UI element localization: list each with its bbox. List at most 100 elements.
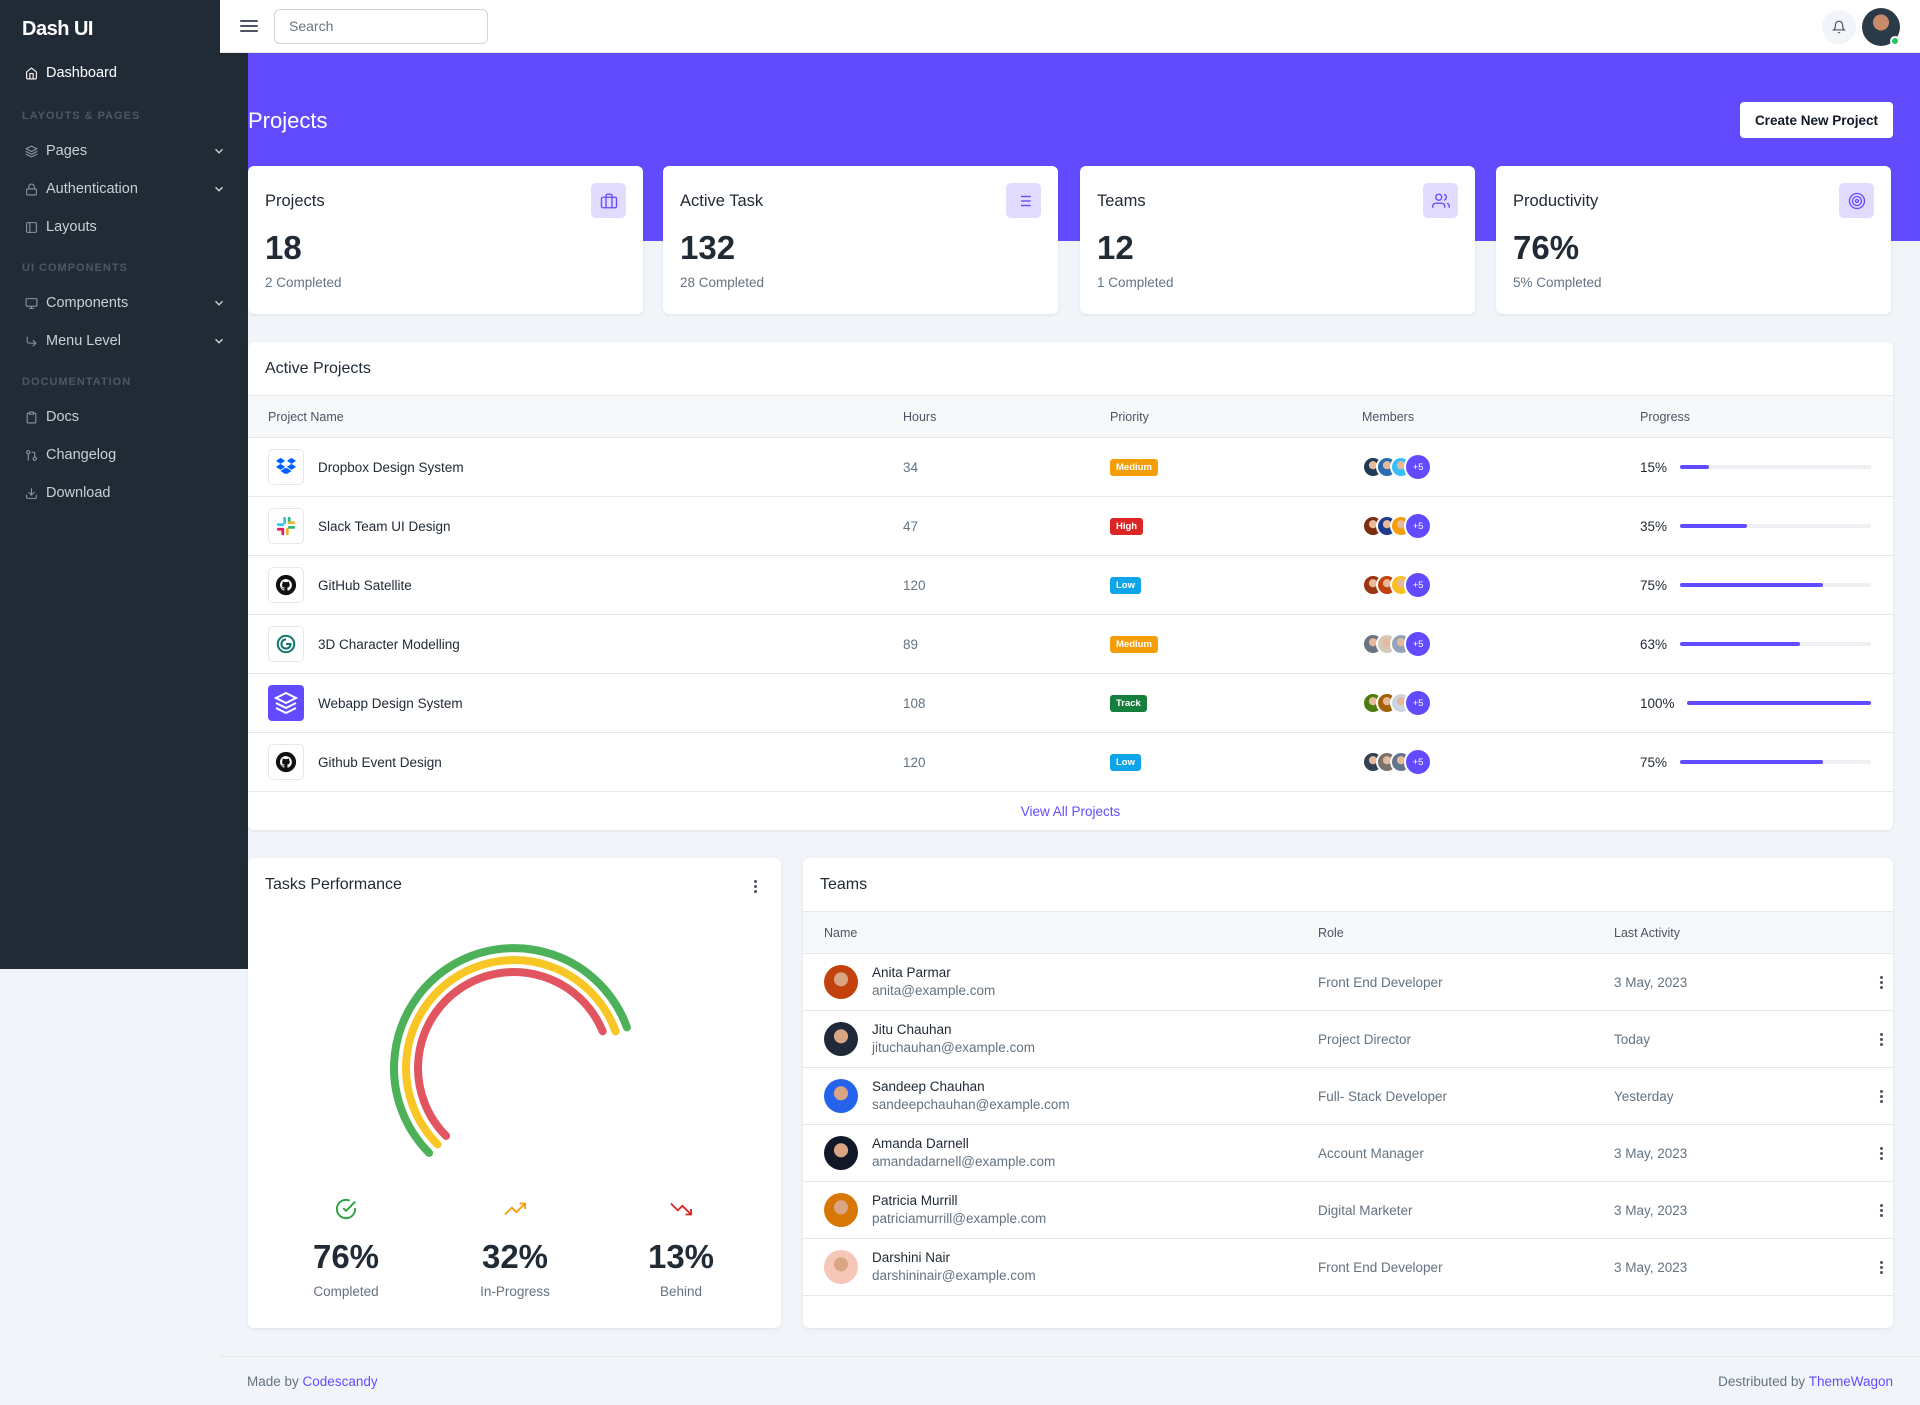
project-hours: 120 — [903, 754, 926, 770]
task-stat-completed: 76% Completed — [271, 1198, 421, 1299]
stat-subtext: 5% Completed — [1513, 275, 1602, 290]
search-input[interactable] — [274, 8, 488, 44]
menu-toggle-icon[interactable] — [240, 17, 258, 35]
row-options-icon[interactable] — [1871, 1086, 1891, 1106]
member-name: Darshini Nair — [872, 1250, 951, 1265]
sidebar-item-components[interactable]: Components — [0, 284, 248, 322]
progress-bar-fill — [1680, 583, 1824, 587]
project-name[interactable]: Webapp Design System — [318, 695, 463, 711]
more-members-badge[interactable]: +5 — [1404, 689, 1432, 717]
table-row: Amanda Darnell amandadarnell@example.com A… — [803, 1125, 1893, 1182]
projects-table-body: Dropbox Design System 34 Medium +5 15% Slack … — [248, 438, 1893, 792]
sidebar-item-label: Dashboard — [46, 65, 117, 81]
project-hours: 120 — [903, 577, 926, 593]
stat-value: 76% — [1513, 229, 1580, 266]
brand-logo[interactable]: Dash UI — [22, 18, 93, 40]
sidebar: Dash UI Dashboard LAYOUTS & PAGES Pages Aut… — [0, 0, 248, 969]
stat-card-active-task: Active Task 132 28 Completed — [663, 166, 1058, 314]
row-options-icon[interactable] — [1871, 1029, 1891, 1049]
layers-logo-icon — [268, 685, 304, 721]
user-avatar[interactable] — [1862, 8, 1900, 46]
teams-table-body: Anita Parmar anita@example.com Front End D… — [803, 954, 1893, 1296]
more-members-badge[interactable]: +5 — [1404, 630, 1432, 658]
sidebar-item-label: Docs — [46, 409, 80, 425]
member-avatars: +5 — [1362, 512, 1640, 540]
sidebar-section-heading: LAYOUTS & PAGES — [22, 110, 141, 122]
priority-badge: High — [1110, 518, 1144, 535]
lock-icon — [22, 180, 40, 198]
row-options-icon[interactable] — [1871, 1257, 1891, 1277]
sidebar-item-download[interactable]: Download — [0, 474, 248, 512]
create-project-button[interactable]: Create New Project — [1739, 102, 1893, 138]
member-role: Project Director — [1318, 1031, 1412, 1047]
stat-title: Active Task — [680, 192, 764, 210]
sidebar-section-heading: DOCUMENTATION — [22, 376, 132, 388]
progress-bar — [1680, 465, 1871, 469]
sidebar-item-dashboard[interactable]: Dashboard — [0, 54, 248, 92]
gauge-arc-completed — [390, 944, 631, 1157]
progress-bar — [1680, 760, 1871, 764]
member-avatars: +5 — [1362, 453, 1640, 481]
stat-value: 18 — [265, 229, 302, 266]
more-members-badge[interactable]: +5 — [1404, 748, 1432, 776]
table-row: Github Event Design 120 Low +5 75% — [248, 733, 1893, 792]
project-name[interactable]: GitHub Satellite — [318, 577, 412, 593]
project-name[interactable]: Github Event Design — [318, 754, 442, 770]
themewagon-link[interactable]: ThemeWagon — [1808, 1373, 1893, 1389]
column-header: Name — [824, 925, 858, 940]
progress-bar-fill — [1680, 465, 1709, 469]
column-header: Role — [1318, 925, 1344, 940]
project-name[interactable]: Dropbox Design System — [318, 459, 464, 475]
chevron-down-icon — [212, 334, 226, 348]
member-name: Amanda Darnell — [872, 1136, 969, 1151]
more-options-icon[interactable] — [745, 876, 765, 896]
row-options-icon[interactable] — [1871, 1200, 1891, 1220]
project-hours: 34 — [903, 459, 919, 475]
stat-title: Productivity — [1513, 192, 1599, 210]
member-name: Anita Parmar — [872, 965, 951, 980]
stat-value: 12 — [1097, 229, 1134, 266]
member-last-activity: 3 May, 2023 — [1614, 1259, 1688, 1275]
sidebar-item-menu-level[interactable]: Menu Level — [0, 322, 248, 360]
row-options-icon[interactable] — [1871, 972, 1891, 992]
table-row: Sandeep Chauhan sandeepchauhan@example.co… — [803, 1068, 1893, 1125]
more-members-badge[interactable]: +5 — [1404, 571, 1432, 599]
row-options-icon[interactable] — [1871, 1143, 1891, 1163]
task-stat-value: 13% — [647, 1238, 715, 1275]
sidebar-item-docs[interactable]: Docs — [0, 398, 248, 436]
avatar — [824, 965, 858, 999]
member-avatars: +5 — [1362, 748, 1640, 776]
more-members-badge[interactable]: +5 — [1404, 453, 1432, 481]
task-stat-label: Completed — [313, 1284, 379, 1299]
table-row: Jitu Chauhan jituchauhan@example.com Proje… — [803, 1011, 1893, 1068]
gauge-arc-behind — [414, 968, 607, 1140]
tasks-performance-title: Tasks Performance — [265, 876, 402, 893]
priority-badge: Medium — [1110, 459, 1158, 476]
project-name[interactable]: 3D Character Modelling — [318, 636, 460, 652]
project-name[interactable]: Slack Team UI Design — [318, 518, 451, 534]
sidebar-item-pages[interactable]: Pages — [0, 132, 248, 170]
stat-card-productivity: Productivity 76% 5% Completed — [1496, 166, 1891, 314]
progress-bar — [1687, 701, 1871, 705]
sidebar-item-layouts[interactable]: Layouts — [0, 208, 248, 246]
column-header: Members — [1362, 409, 1415, 424]
github-logo-icon — [268, 744, 304, 780]
codescandy-link[interactable]: Codescandy — [302, 1373, 378, 1389]
member-name: Patricia Murrill — [872, 1193, 958, 1208]
sidebar-item-label: Authentication — [46, 181, 138, 197]
avatar — [824, 1193, 858, 1227]
github-logo-icon — [268, 567, 304, 603]
member-last-activity: 3 May, 2023 — [1614, 1202, 1688, 1218]
footer-made-by: Made by Codescandy — [247, 1373, 378, 1389]
teams-title: Teams — [803, 858, 1893, 912]
project-hours: 47 — [903, 518, 919, 534]
sidebar-item-authentication[interactable]: Authentication — [0, 170, 248, 208]
notification-bell-icon[interactable] — [1822, 10, 1856, 44]
view-all-projects-link[interactable]: View All Projects — [1020, 804, 1121, 819]
sidebar-item-changelog[interactable]: Changelog — [0, 436, 248, 474]
task-stat-label: In-Progress — [480, 1284, 550, 1299]
more-members-badge[interactable]: +5 — [1404, 512, 1432, 540]
priority-badge: Track — [1110, 695, 1147, 712]
member-email: sandeepchauhan@example.com — [872, 1097, 1070, 1112]
sidebar-item-label: Components — [46, 295, 129, 311]
